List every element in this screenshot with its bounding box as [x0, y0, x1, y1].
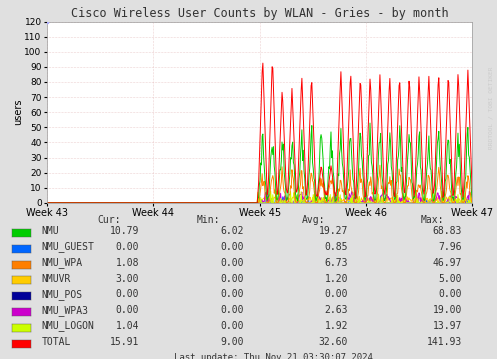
- Text: 0.00: 0.00: [116, 289, 139, 299]
- Text: 0.00: 0.00: [220, 305, 244, 315]
- Text: Min:: Min:: [197, 215, 221, 225]
- Text: NMU_GUEST: NMU_GUEST: [41, 242, 94, 252]
- Text: 10.79: 10.79: [110, 226, 139, 236]
- Text: RRDTOOL / TOBI OETIKER: RRDTOOL / TOBI OETIKER: [489, 66, 494, 149]
- Text: Max:: Max:: [420, 215, 444, 225]
- Text: 0.00: 0.00: [220, 289, 244, 299]
- Text: 1.20: 1.20: [325, 274, 348, 284]
- Text: 9.00: 9.00: [220, 337, 244, 347]
- Text: 19.00: 19.00: [433, 305, 462, 315]
- Text: 3.00: 3.00: [116, 274, 139, 284]
- Text: NMU: NMU: [41, 226, 59, 236]
- Text: 0.00: 0.00: [116, 242, 139, 252]
- Text: 1.04: 1.04: [116, 321, 139, 331]
- Text: 1.92: 1.92: [325, 321, 348, 331]
- Text: 0.00: 0.00: [116, 305, 139, 315]
- Text: 0.00: 0.00: [439, 289, 462, 299]
- Title: Cisco Wireless User Counts by WLAN - Gries - by month: Cisco Wireless User Counts by WLAN - Gri…: [71, 8, 448, 20]
- Text: 13.97: 13.97: [433, 321, 462, 331]
- Text: 5.00: 5.00: [439, 274, 462, 284]
- Text: NMU_POS: NMU_POS: [41, 289, 83, 300]
- Text: NMUVR: NMUVR: [41, 274, 71, 284]
- Text: 6.02: 6.02: [220, 226, 244, 236]
- Text: Cur:: Cur:: [97, 215, 121, 225]
- Text: 7.96: 7.96: [439, 242, 462, 252]
- Text: 0.85: 0.85: [325, 242, 348, 252]
- Text: NMU_LOGON: NMU_LOGON: [41, 321, 94, 331]
- Text: 0.00: 0.00: [220, 258, 244, 268]
- Text: 0.00: 0.00: [220, 242, 244, 252]
- Text: 19.27: 19.27: [319, 226, 348, 236]
- Text: 6.73: 6.73: [325, 258, 348, 268]
- Text: 68.83: 68.83: [433, 226, 462, 236]
- Text: 0.00: 0.00: [325, 289, 348, 299]
- Text: Avg:: Avg:: [301, 215, 325, 225]
- Text: 141.93: 141.93: [427, 337, 462, 347]
- Text: 15.91: 15.91: [110, 337, 139, 347]
- Text: NMU_WPA3: NMU_WPA3: [41, 305, 88, 316]
- Text: 0.00: 0.00: [220, 274, 244, 284]
- Text: TOTAL: TOTAL: [41, 337, 71, 347]
- Text: 1.08: 1.08: [116, 258, 139, 268]
- Text: Last update: Thu Nov 21 03:30:07 2024: Last update: Thu Nov 21 03:30:07 2024: [174, 353, 373, 359]
- Text: NMU_WPA: NMU_WPA: [41, 257, 83, 268]
- Text: 32.60: 32.60: [319, 337, 348, 347]
- Y-axis label: users: users: [13, 99, 23, 125]
- Text: 2.63: 2.63: [325, 305, 348, 315]
- Text: 46.97: 46.97: [433, 258, 462, 268]
- Text: 0.00: 0.00: [220, 321, 244, 331]
